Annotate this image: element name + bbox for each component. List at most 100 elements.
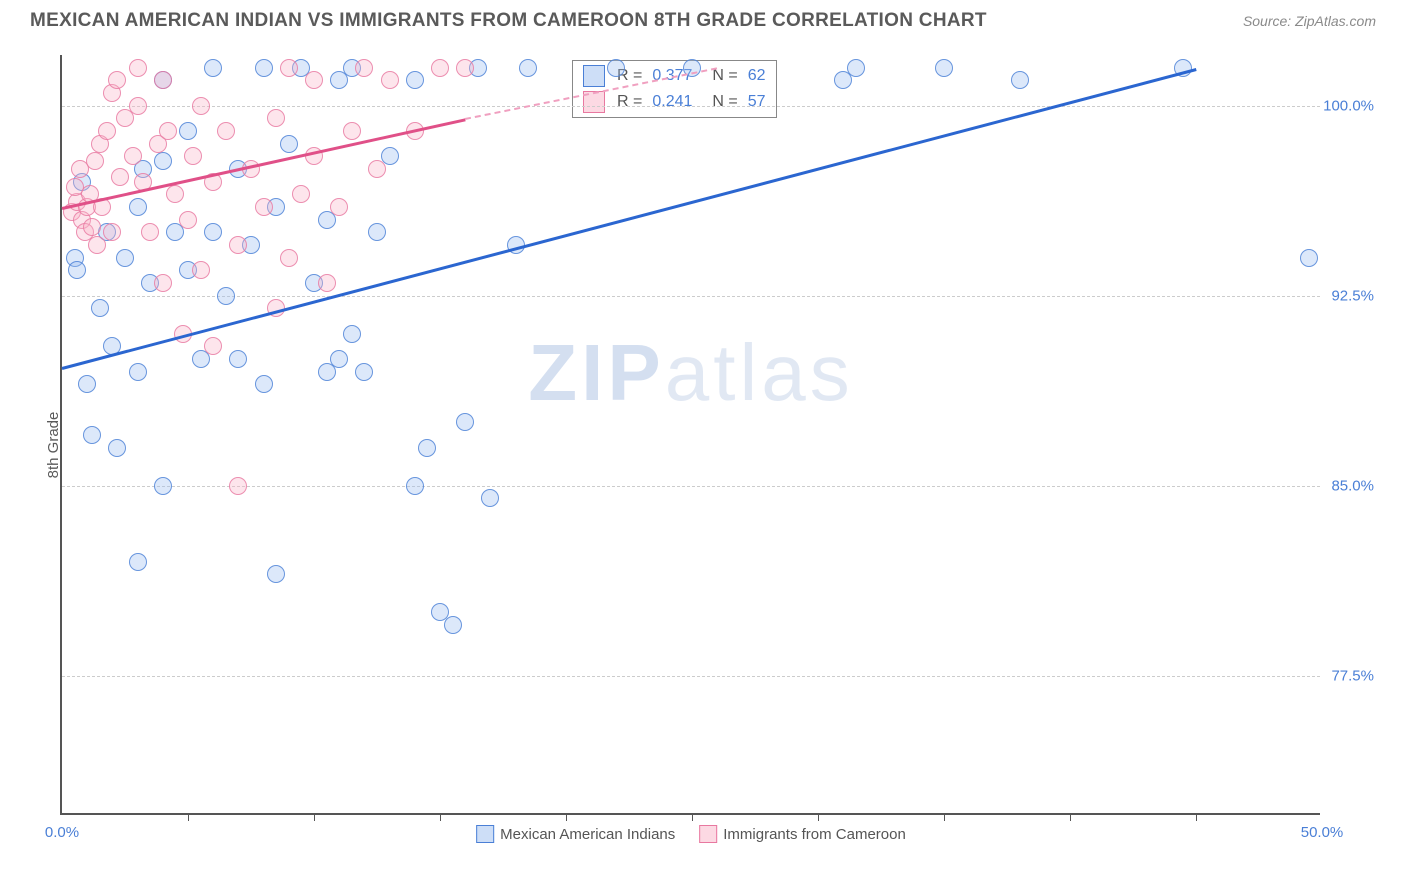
watermark-bold: ZIP [528,328,664,417]
legend-swatch [699,825,717,843]
x-tick-mark [314,813,315,821]
data-point [1300,249,1318,267]
data-point [217,287,235,305]
data-point [204,59,222,77]
x-tick-mark [188,813,189,821]
data-point [141,223,159,241]
r-value: 0.241 [652,93,692,111]
data-point [111,168,129,186]
x-tick-label: 50.0% [1301,824,1344,841]
x-tick-mark [818,813,819,821]
chart-title: MEXICAN AMERICAN INDIAN VS IMMIGRANTS FR… [30,10,987,32]
data-point [444,616,462,634]
legend-swatch [583,65,605,87]
legend-swatch [476,825,494,843]
x-tick-label: 0.0% [45,824,79,841]
y-tick-label: 100.0% [1323,97,1374,114]
data-point [280,135,298,153]
legend-series-item: Mexican American Indians [476,825,675,843]
data-point [229,477,247,495]
x-tick-mark [1196,813,1197,821]
y-tick-label: 92.5% [1331,287,1374,304]
data-point [184,147,202,165]
y-tick-label: 85.0% [1331,477,1374,494]
data-point [154,274,172,292]
data-point [229,236,247,254]
data-point [154,152,172,170]
x-tick-mark [692,813,693,821]
stats-legend: R =0.377N =62R =0.241N =57 [572,60,777,118]
data-point [834,71,852,89]
data-point [935,59,953,77]
data-point [1011,71,1029,89]
legend-series-label: Mexican American Indians [500,826,675,843]
x-tick-mark [440,813,441,821]
chart-container: 8th Grade ZIPatlas R =0.377N =62R =0.241… [60,55,1376,835]
data-point [330,350,348,368]
data-point [108,71,126,89]
watermark: ZIPatlas [528,327,853,419]
data-point [116,249,134,267]
source-attribution: Source: ZipAtlas.com [1243,13,1376,29]
x-tick-mark [1070,813,1071,821]
data-point [129,553,147,571]
data-point [255,59,273,77]
data-point [229,350,247,368]
data-point [204,337,222,355]
series-legend: Mexican American Indians Immigrants from … [476,825,906,843]
x-tick-mark [944,813,945,821]
data-point [280,59,298,77]
data-point [129,198,147,216]
trend-line [62,118,466,210]
legend-series-item: Immigrants from Cameroon [699,825,906,843]
data-point [91,299,109,317]
data-point [88,236,106,254]
n-value: 57 [748,93,766,111]
data-point [68,261,86,279]
data-point [406,477,424,495]
r-label: R = [617,93,642,111]
n-value: 62 [748,67,766,85]
n-label: N = [712,67,737,85]
data-point [166,185,184,203]
data-point [456,59,474,77]
legend-stat-row: R =0.241N =57 [583,91,766,113]
watermark-light: atlas [665,328,854,417]
data-point [292,185,310,203]
data-point [129,363,147,381]
data-point [129,97,147,115]
data-point [179,122,197,140]
data-point [154,71,172,89]
data-point [343,325,361,343]
gridline-h [62,486,1320,487]
gridline-h [62,106,1320,107]
data-point [98,122,116,140]
data-point [355,363,373,381]
data-point [83,426,101,444]
y-tick-label: 77.5% [1331,667,1374,684]
data-point [255,198,273,216]
legend-series-label: Immigrants from Cameroon [723,826,906,843]
data-point [305,71,323,89]
data-point [431,59,449,77]
data-point [381,71,399,89]
data-point [318,274,336,292]
scatter-plot: ZIPatlas R =0.377N =62R =0.241N =57 Mexi… [60,55,1320,815]
data-point [108,439,126,457]
data-point [179,211,197,229]
data-point [456,413,474,431]
data-point [368,223,386,241]
data-point [159,122,177,140]
data-point [154,477,172,495]
data-point [103,223,121,241]
data-point [280,249,298,267]
data-point [418,439,436,457]
gridline-h [62,296,1320,297]
gridline-h [62,676,1320,677]
data-point [78,375,96,393]
data-point [192,97,210,115]
data-point [192,261,210,279]
data-point [255,375,273,393]
data-point [267,565,285,583]
data-point [267,109,285,127]
